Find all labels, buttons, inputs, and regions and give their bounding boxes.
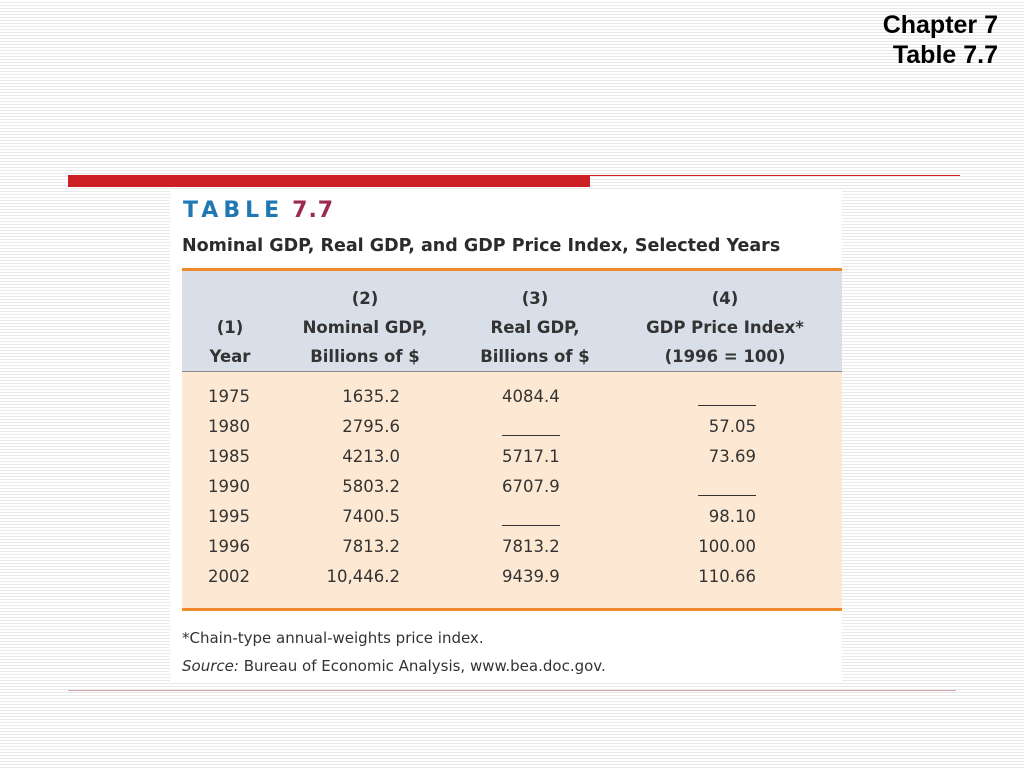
empty-cell-dash (698, 405, 756, 406)
table-cell: 6707.9 (502, 477, 560, 496)
table-cell: 1990 (208, 477, 250, 496)
table-cell: 1985 (208, 447, 250, 466)
column-header-line: Nominal GDP, (302, 318, 428, 337)
footer-rule (182, 608, 842, 611)
column-header-line (200, 284, 260, 313)
table-cell: 5803.2 (342, 477, 400, 496)
column-header-line: (2) (351, 289, 379, 308)
table-cell: 2795.6 (342, 417, 400, 436)
empty-cell-dash (502, 435, 560, 436)
header-rule (182, 268, 842, 271)
column-header-line: (1996 = 100) (664, 347, 786, 366)
table-cell: 98.10 (708, 507, 756, 526)
column-header-line: Year (209, 347, 251, 366)
table-cell: 1975 (208, 387, 250, 406)
empty-cell-dash (698, 495, 756, 496)
column-header-price-index: (4) GDP Price Index* (1996 = 100) (630, 284, 820, 371)
table-cell: 110.66 (698, 567, 756, 586)
empty-cell-dash (502, 525, 560, 526)
accent-bar (68, 175, 590, 187)
table-body-band (182, 372, 842, 608)
table-cell: 1635.2 (342, 387, 400, 406)
table-reference: Table 7.7 (892, 41, 998, 69)
table-label-number: 7.7 (292, 198, 335, 223)
table-cell: 4213.0 (342, 447, 400, 466)
column-header-year: (1) Year (200, 284, 260, 371)
table-cell: 7400.5 (342, 507, 400, 526)
table-cell: 4084.4 (502, 387, 560, 406)
column-header-line: Real GDP, (490, 318, 580, 337)
source-text: Bureau of Economic Analysis, www.bea.doc… (243, 657, 606, 675)
table-cell: 7813.2 (342, 537, 400, 556)
column-header-line: Billions of $ (480, 347, 590, 366)
table-cell: 5717.1 (502, 447, 560, 466)
source-line: Source: Bureau of Economic Analysis, www… (182, 657, 606, 675)
table-cell: 7813.2 (502, 537, 560, 556)
chapter-heading: Chapter 7 (882, 11, 998, 39)
table-cell: 10,446.2 (326, 567, 400, 586)
column-header-line: Billions of $ (310, 347, 420, 366)
top-rule (590, 175, 960, 176)
table-cell: 57.05 (708, 417, 756, 436)
source-label: Source: (182, 657, 239, 675)
table-cell: 1980 (208, 417, 250, 436)
table-figure: TABLE 7.7 Nominal GDP, Real GDP, and GDP … (170, 190, 842, 682)
table-header-band (182, 271, 842, 371)
table-label-word: TABLE (183, 198, 285, 223)
column-header-line: GDP Price Index* (646, 318, 804, 337)
column-header-line: (1) (216, 318, 244, 337)
bottom-rule (68, 690, 956, 691)
column-header-line: (4) (711, 289, 739, 308)
table-title: Nominal GDP, Real GDP, and GDP Price Ind… (182, 236, 781, 256)
table-cell: 9439.9 (502, 567, 560, 586)
header-divider (182, 371, 842, 372)
table-cell: 1995 (208, 507, 250, 526)
table-label: TABLE 7.7 (183, 198, 334, 223)
table-cell: 73.69 (708, 447, 756, 466)
footnote: *Chain-type annual-weights price index. (182, 629, 484, 647)
table-cell: 1996 (208, 537, 250, 556)
slide-header: Chapter 7 Table 7.7 (883, 10, 998, 70)
table-cell: 2002 (208, 567, 250, 586)
column-header-nominal-gdp: (2) Nominal GDP, Billions of $ (285, 284, 445, 371)
column-header-real-gdp: (3) Real GDP, Billions of $ (460, 284, 610, 371)
column-header-line: (3) (521, 289, 549, 308)
table-cell: 100.00 (698, 537, 756, 556)
